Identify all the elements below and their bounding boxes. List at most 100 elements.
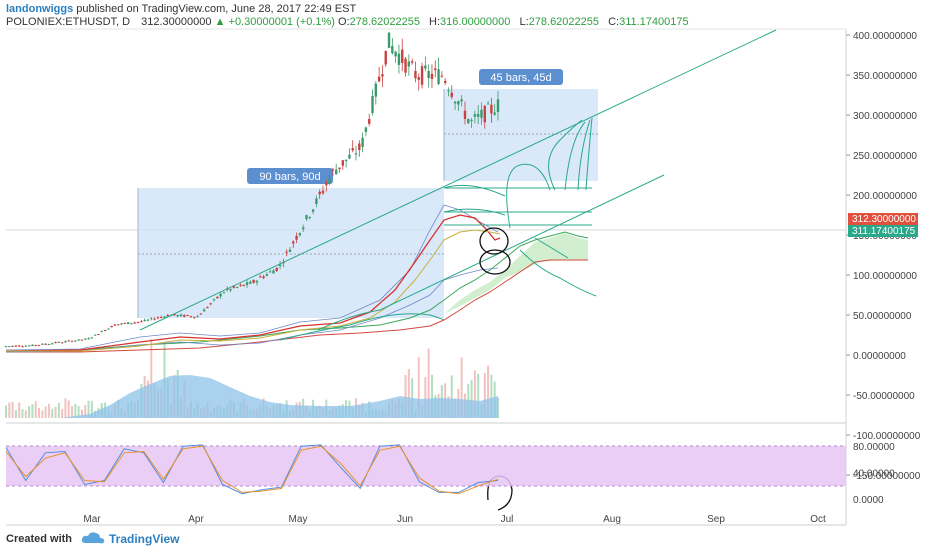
up-arrow-icon: ▲ [214, 16, 226, 28]
candle-body [93, 334, 97, 336]
candle-body [229, 288, 232, 291]
price-candles [4, 32, 500, 348]
author-link[interactable]: landonwiggs [6, 3, 74, 15]
time-tick-label: Mar [83, 514, 101, 525]
price-tick-label: 200.00000000 [853, 191, 917, 202]
volume-bar [14, 410, 17, 418]
candle-body [298, 233, 302, 236]
tradingview-cloud-icon [81, 532, 105, 544]
price-tick-label: 250.00000000 [853, 151, 917, 162]
tradingview-brand[interactable]: TradingView [109, 532, 180, 546]
time-tick-label: Aug [603, 514, 621, 525]
candle-body [404, 58, 407, 73]
symbol-label[interactable]: POLONIEX:ETHUSDT, D [6, 16, 131, 28]
volume-bar [473, 370, 476, 418]
candle-body [239, 284, 242, 286]
range-box-90d[interactable] [137, 188, 444, 318]
candle-body [486, 103, 490, 105]
publish-line: landonwiggs published on TradingView.com… [6, 3, 356, 15]
candle-body [381, 74, 384, 77]
candle-body [153, 318, 156, 320]
candle-body [77, 339, 80, 341]
volume-bar [404, 374, 407, 418]
candle-body [278, 264, 282, 267]
last-price-badge: 312.30000000 [848, 213, 918, 225]
candle-body [37, 344, 41, 346]
candle-body [31, 344, 34, 346]
candle-body [440, 75, 444, 77]
cloud-green-line [5, 231, 589, 352]
candle-body [216, 296, 219, 299]
range-label-45d: 45 bars, 45d [479, 69, 563, 85]
volume-bar [407, 368, 410, 418]
volume-bar [51, 408, 54, 418]
candle-body [8, 346, 11, 348]
candle-body [100, 331, 103, 333]
candle-body [41, 343, 44, 345]
candle-body [450, 92, 453, 98]
candle-body [443, 80, 447, 84]
ma-slow-line [6, 229, 501, 352]
candle-body [490, 104, 493, 114]
volume-bar [483, 372, 486, 418]
candle-body [209, 303, 212, 305]
candle-body [483, 105, 486, 123]
high-label: H: [429, 16, 441, 28]
candle-body [377, 76, 381, 82]
candle-body [179, 314, 183, 317]
envelope-upper [5, 204, 499, 351]
candle-body [189, 316, 193, 318]
volume-ma-area [6, 375, 498, 418]
candle-body [173, 313, 176, 316]
candle-body [183, 314, 186, 317]
candle-body [202, 309, 206, 312]
volume-bar [450, 375, 453, 418]
svg-text:312.30000000: 312.30000000 [852, 214, 916, 225]
candle-body [193, 316, 196, 318]
candle-body [159, 317, 163, 319]
volume-bar [417, 357, 420, 418]
candle-body [54, 342, 57, 344]
stochastic-band [6, 446, 846, 486]
candle-body [387, 32, 391, 48]
candle-body [473, 114, 477, 117]
created-with-label: Created with [6, 533, 73, 545]
candle-body [262, 276, 265, 279]
volume-bar [424, 377, 427, 418]
candle-body [427, 71, 430, 79]
volume-bar [84, 404, 87, 418]
candle-body [235, 287, 239, 289]
candle-body [321, 190, 325, 194]
volume-bar [67, 400, 70, 418]
price-tick-label: 400.00000000 [853, 31, 917, 42]
candle-body [410, 61, 414, 63]
time-tick-label: Jul [501, 514, 514, 525]
candle-body [90, 337, 94, 339]
ma-price-badge: 311.17400175 [848, 225, 918, 237]
trend-channel[interactable] [139, 29, 777, 341]
volume-bar [470, 379, 473, 418]
candle-body [480, 109, 483, 118]
price-pane[interactable] [6, 28, 847, 526]
candle-body [67, 340, 70, 342]
candle-body [150, 318, 153, 320]
range-box-45d[interactable] [443, 89, 598, 181]
time-axis[interactable]: Mar Apr May Jun Jul Aug Sep Oct [83, 514, 826, 525]
stochastic-pane[interactable] [5, 444, 846, 495]
stoch-tick-label: 80.00000 [853, 442, 895, 453]
candle-body [460, 99, 463, 102]
volume-bar [28, 405, 31, 418]
ohlc-line: POLONIEX:ETHUSDT, D 312.30000000 ▲ +0.30… [6, 16, 689, 28]
volume-bar [90, 400, 93, 418]
candle-body [434, 68, 437, 71]
candle-body [222, 292, 226, 294]
candle-body [447, 90, 450, 92]
candle-body [430, 73, 434, 80]
candle-body [136, 321, 140, 323]
cloud-area [444, 233, 588, 314]
candle-body [27, 345, 31, 347]
stochastic-axis[interactable]: 80.00000 40.00000 0.0000 [853, 442, 895, 506]
volume-bar [44, 406, 47, 418]
candle-body [103, 330, 107, 332]
